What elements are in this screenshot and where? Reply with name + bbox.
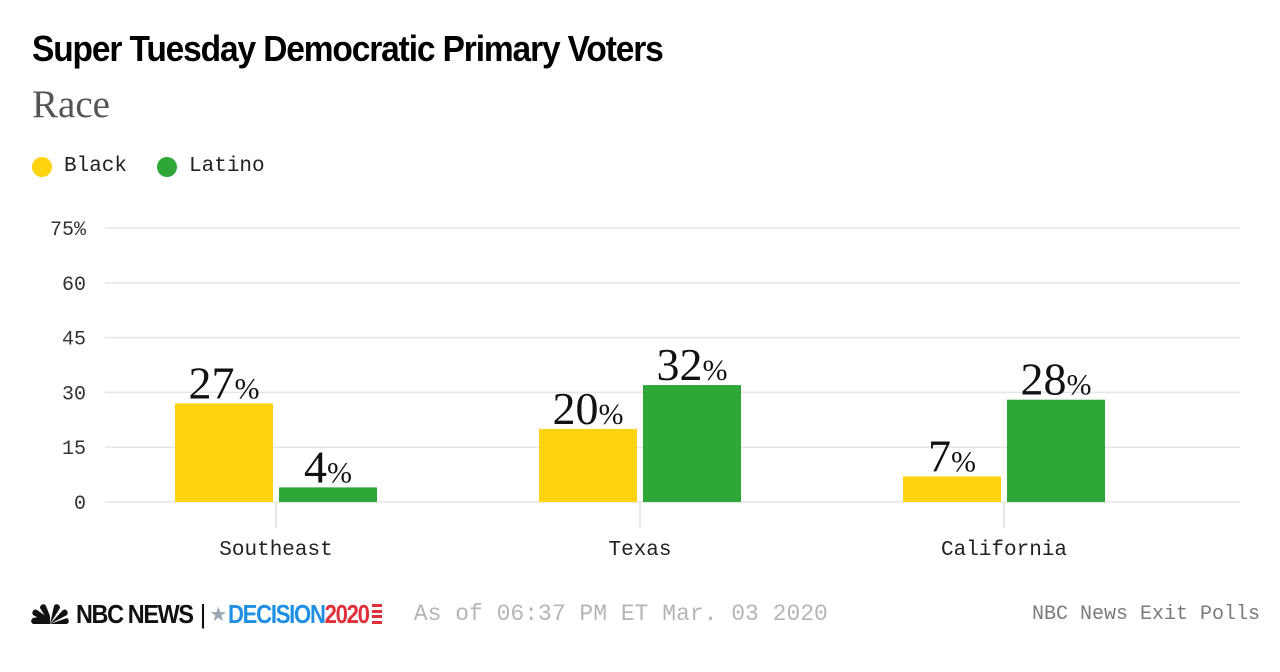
data-label: 28% [1021,354,1092,405]
chart-title: Super Tuesday Democratic Primary Voters [32,28,664,69]
footer: NBC NEWS | ★ DECISION2020 As of 06:37 PM… [30,596,1260,632]
bar-black-california [903,476,1001,502]
bar-black-southeast [175,403,273,502]
data-label: 7% [928,430,976,481]
x-tick-label: Texas [608,539,671,562]
y-tick-label: 0 [74,493,86,516]
data-label: 32% [657,339,728,390]
logo-separator: | [199,598,207,629]
legend-item-black: Black [32,155,127,178]
source-credit: NBC News Exit Polls [1031,602,1260,626]
legend-swatch-latino [157,156,178,177]
y-tick-label: 15 [62,438,86,461]
bar-chart: 0 15 30 45 60 75% 27% 4% 20% 32% 7% 28% Southeast T… [50,219,1240,562]
peacock-icon [31,604,69,624]
data-label: 27% [189,357,260,408]
star-icon: ★ [209,603,228,626]
x-tick-label: California [941,539,1067,562]
y-tick-label: 45 [62,329,86,352]
x-axis-ticks: Southeast Texas California [219,502,1067,562]
data-label: 20% [553,383,624,434]
legend: Black Latino [32,155,295,178]
bar-black-texas [539,428,637,502]
decision-word: DECISION [228,598,326,629]
data-labels: 27% 4% 20% 32% 7% 28% [189,339,1092,492]
legend-swatch-black [32,156,52,177]
nbc-news-wordmark: NBC NEWS [76,598,194,629]
y-tick-label: 30 [62,383,86,406]
x-tick-label: Southeast [219,539,332,562]
flag-stripes-icon [371,604,382,624]
timestamp: As of 06:37 PM ET Mar. 03 2020 [413,601,828,627]
bar-latino-southeast [279,487,377,502]
legend-label-black: Black [64,155,128,178]
nbc-news-logo: NBC NEWS | ★ DECISION2020 [30,599,382,630]
y-tick-label: 75% [50,219,87,242]
bars [175,385,1105,502]
data-label: 4% [304,441,352,492]
y-axis-ticks: 0 15 30 45 60 75% [50,219,87,516]
bar-latino-california [1007,399,1105,502]
decision-2020-wordmark: DECISION2020 [228,598,370,630]
y-tick-label: 60 [62,274,86,297]
legend-label-latino: Latino [189,155,265,178]
legend-item-latino: Latino [157,155,265,178]
decision-year: 2020 [324,598,370,629]
chart-subtitle: Race [32,83,110,126]
bar-latino-texas [643,385,741,502]
